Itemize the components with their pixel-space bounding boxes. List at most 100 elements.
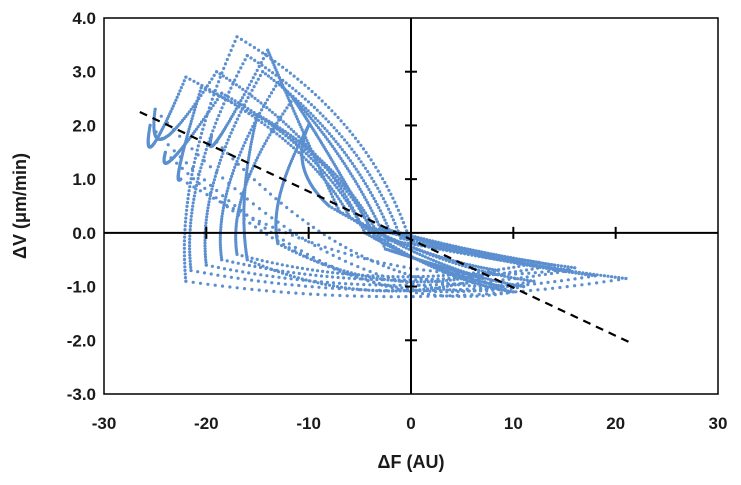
data-point	[335, 174, 339, 178]
data-point	[209, 106, 213, 111]
data-point	[401, 221, 406, 225]
data-point	[247, 83, 252, 87]
data-point	[405, 229, 409, 233]
data-point	[203, 241, 207, 245]
data-point	[189, 214, 193, 218]
data-point	[390, 289, 394, 293]
data-point	[386, 235, 390, 239]
data-point	[366, 221, 370, 225]
data-point	[327, 204, 331, 208]
data-point	[203, 238, 207, 242]
data-point	[225, 57, 229, 62]
data-point	[261, 51, 265, 55]
data-point	[272, 130, 276, 134]
data-point	[364, 198, 368, 202]
data-point	[269, 127, 273, 131]
data-point	[281, 65, 285, 69]
data-point	[194, 183, 199, 188]
data-point	[496, 255, 500, 259]
data-point	[337, 177, 341, 181]
data-point	[265, 98, 269, 102]
data-point	[193, 129, 197, 133]
data-point	[190, 173, 194, 177]
data-point	[199, 86, 203, 90]
data-point	[250, 137, 254, 141]
data-point	[219, 225, 223, 229]
data-point	[336, 271, 340, 275]
data-point	[233, 99, 237, 103]
data-point	[555, 270, 560, 275]
data-point	[556, 263, 560, 268]
x-axis-title: ΔF (AU)	[378, 452, 445, 472]
data-point	[527, 271, 531, 275]
data-point	[179, 86, 183, 90]
data-point	[381, 264, 385, 268]
data-point	[305, 256, 309, 260]
data-point	[301, 218, 305, 222]
data-point	[490, 254, 494, 258]
data-point	[350, 161, 354, 166]
x-tick-label: -30	[92, 414, 117, 433]
data-point	[215, 70, 219, 74]
data-point	[529, 260, 534, 264]
data-point	[384, 221, 388, 225]
data-point	[506, 275, 510, 279]
data-point	[467, 275, 471, 279]
data-point	[346, 201, 350, 205]
data-point	[259, 61, 263, 65]
data-point	[525, 278, 529, 282]
data-point	[306, 141, 310, 145]
data-point	[291, 86, 295, 90]
data-point	[483, 284, 487, 288]
data-point	[344, 245, 348, 250]
data-point	[288, 133, 293, 137]
data-point	[381, 177, 385, 181]
data-point	[160, 136, 164, 140]
data-point	[315, 161, 319, 165]
data-point	[291, 138, 295, 142]
data-point	[218, 233, 222, 237]
data-point	[257, 207, 262, 211]
data-point	[330, 206, 334, 210]
data-point	[449, 284, 453, 288]
data-point	[245, 108, 249, 112]
data-point	[347, 286, 351, 290]
data-point	[292, 146, 296, 150]
data-point	[590, 273, 594, 277]
data-point	[388, 211, 392, 215]
data-point	[185, 208, 189, 212]
data-point	[334, 149, 338, 153]
data-point	[297, 135, 301, 139]
data-point	[196, 144, 200, 148]
data-point	[213, 174, 217, 179]
data-point	[337, 197, 341, 201]
data-point	[221, 209, 225, 213]
data-point	[493, 255, 497, 259]
data-point	[337, 281, 342, 285]
data-point	[373, 236, 377, 240]
data-point	[186, 193, 191, 197]
data-point	[212, 92, 216, 96]
data-point	[465, 280, 469, 284]
data-point	[172, 128, 176, 132]
data-point	[307, 86, 311, 90]
data-point	[244, 40, 248, 44]
data-point	[229, 48, 233, 53]
data-point	[294, 137, 298, 141]
data-point	[341, 181, 345, 185]
data-point	[343, 184, 347, 188]
data-point	[288, 228, 292, 232]
data-point	[261, 264, 265, 268]
data-point	[386, 238, 391, 242]
data-point	[421, 274, 425, 279]
data-point	[332, 189, 336, 193]
data-point	[507, 266, 511, 270]
data-point	[352, 294, 357, 298]
data-point	[277, 275, 281, 279]
data-point	[273, 113, 277, 117]
data-point	[324, 135, 328, 139]
data-point	[421, 254, 425, 258]
data-point	[234, 235, 238, 239]
data-point	[334, 140, 338, 144]
data-point	[595, 281, 599, 285]
